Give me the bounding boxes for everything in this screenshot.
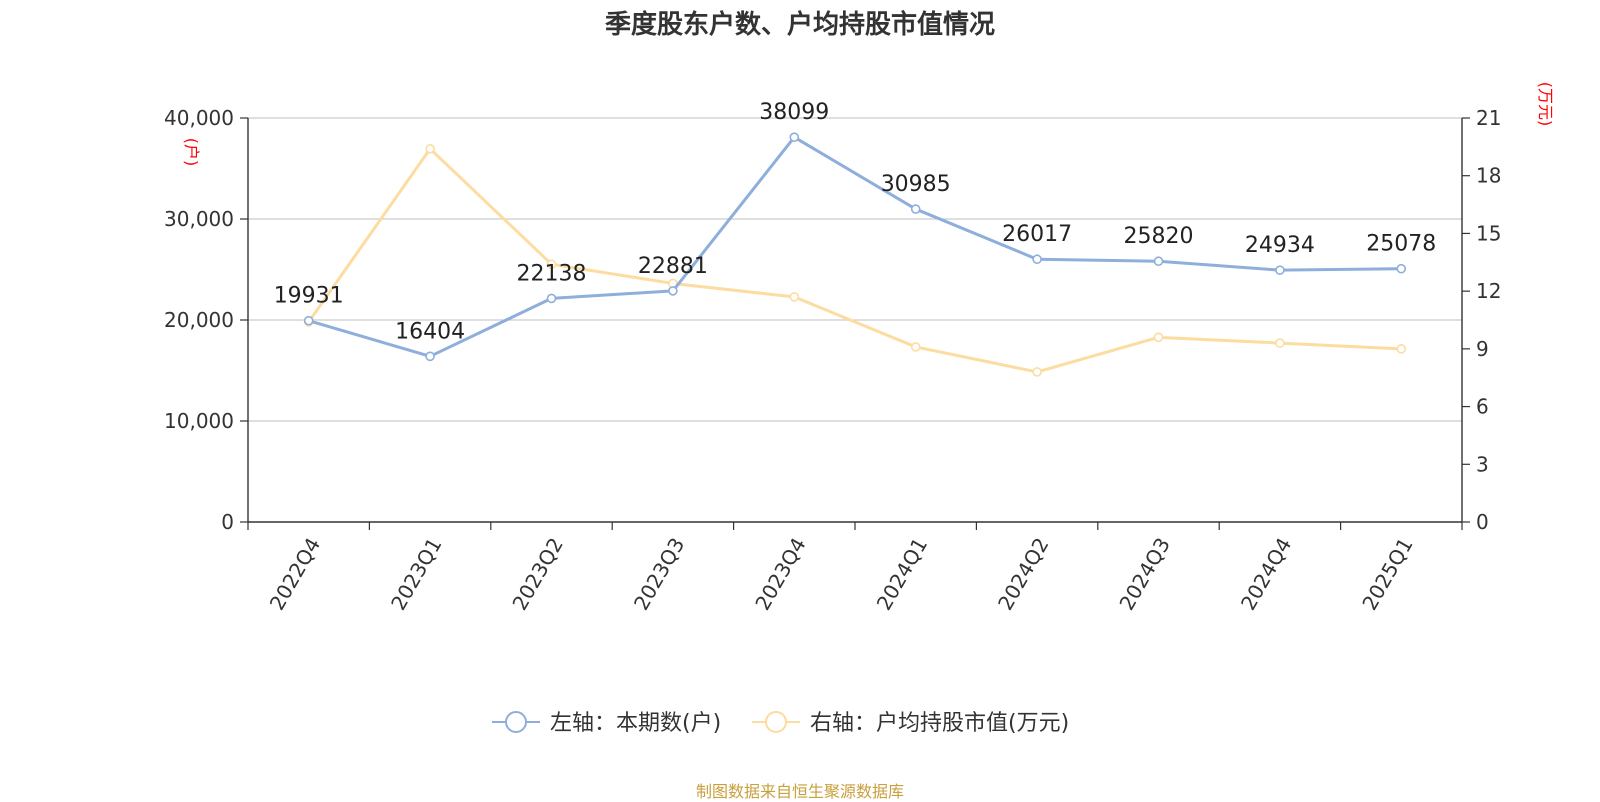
data-point-left <box>546 293 557 304</box>
chart-title: 季度股东户数、户均持股市值情况 <box>604 10 995 40</box>
data-point-left <box>425 351 435 362</box>
left-tick-label: 30,000 <box>164 207 234 231</box>
x-tick-label: 2022Q4 <box>265 534 325 615</box>
data-point-right <box>1396 344 1407 354</box>
left-axis-unit: (户) <box>182 138 201 167</box>
series <box>303 132 1407 377</box>
x-tick-label: 2024Q4 <box>1236 534 1296 615</box>
data-label: 24934 <box>1245 233 1315 258</box>
data-labels: 19931 16404 22138 22881 38099 30985 26017 25820… <box>274 100 1437 344</box>
data-point-right <box>546 259 557 270</box>
x-tick-label: 2025Q1 <box>1357 534 1417 615</box>
data-point-right <box>910 342 921 352</box>
legend-left-label: 左轴：本期数(户) <box>550 711 721 736</box>
x-tick-label: 2023Q1 <box>386 534 446 615</box>
right-tick-label: 3 <box>1476 452 1489 476</box>
data-point-left <box>668 286 678 296</box>
data-label: 25078 <box>1366 232 1436 257</box>
series-line-right <box>307 147 1402 374</box>
legend-right-circle-icon <box>765 711 787 733</box>
x-tick-label: 2023Q3 <box>629 534 689 615</box>
data-point-left <box>1153 256 1164 267</box>
right-tick-label: 0 <box>1476 510 1489 534</box>
legend-right-label: 右轴：户均持股市值(万元) <box>810 711 1069 736</box>
data-label: 16404 <box>395 319 465 344</box>
data-point-left <box>1275 265 1285 275</box>
grid-lines <box>248 117 1462 422</box>
legend-item-right[interactable]: 右轴：户均持股市值(万元) <box>752 711 1069 736</box>
data-point-left <box>910 204 921 214</box>
legend-item-left[interactable]: 左轴：本期数(户) <box>492 711 721 736</box>
axes: 0 10,000 20,000 30,000 40,000 0 3 6 9 12 15 18 21 202… <box>164 106 1501 614</box>
right-tick-label: 12 <box>1476 279 1501 303</box>
left-tick-label: 40,000 <box>164 106 234 130</box>
data-point-left <box>1032 254 1042 265</box>
left-tick-label: 10,000 <box>164 409 234 433</box>
right-axis-unit: (万元) <box>1536 82 1555 127</box>
x-tick-label: 2024Q2 <box>993 534 1053 615</box>
x-tick-label: 2024Q1 <box>872 534 932 615</box>
right-tick-label: 15 <box>1476 221 1501 245</box>
data-point-right <box>1153 332 1164 343</box>
right-tick-label: 6 <box>1476 395 1489 419</box>
data-point-right <box>1032 367 1042 377</box>
data-label: 25820 <box>1124 224 1194 249</box>
data-label: 22881 <box>638 254 708 279</box>
right-tick-label: 18 <box>1476 164 1501 188</box>
data-point-right <box>425 143 435 154</box>
data-point-right <box>789 292 800 302</box>
x-tick-label: 2023Q4 <box>750 534 810 615</box>
legend[interactable]: 左轴：本期数(户) 右轴：户均持股市值(万元) <box>492 711 1069 736</box>
x-tick-label: 2024Q3 <box>1114 534 1174 615</box>
data-point-right <box>1275 338 1285 348</box>
data-label: 26017 <box>1002 222 1072 247</box>
left-tick-label: 20,000 <box>164 308 234 332</box>
data-label: 22138 <box>517 261 587 286</box>
source-note: 制图数据来自恒生聚源数据库 <box>695 782 904 801</box>
legend-left-circle-icon <box>505 711 527 733</box>
x-tick-label: 2023Q2 <box>507 534 567 615</box>
left-tick-label: 0 <box>221 510 234 534</box>
data-label: 19931 <box>274 284 344 309</box>
series-line-left <box>308 135 1402 358</box>
data-label: 30985 <box>881 172 951 197</box>
data-label: 38099 <box>759 100 829 125</box>
data-point-left <box>789 132 800 143</box>
right-tick-label: 21 <box>1476 106 1501 130</box>
data-point-left <box>1396 263 1407 274</box>
data-point-left <box>303 315 314 326</box>
right-tick-label: 9 <box>1476 337 1489 361</box>
